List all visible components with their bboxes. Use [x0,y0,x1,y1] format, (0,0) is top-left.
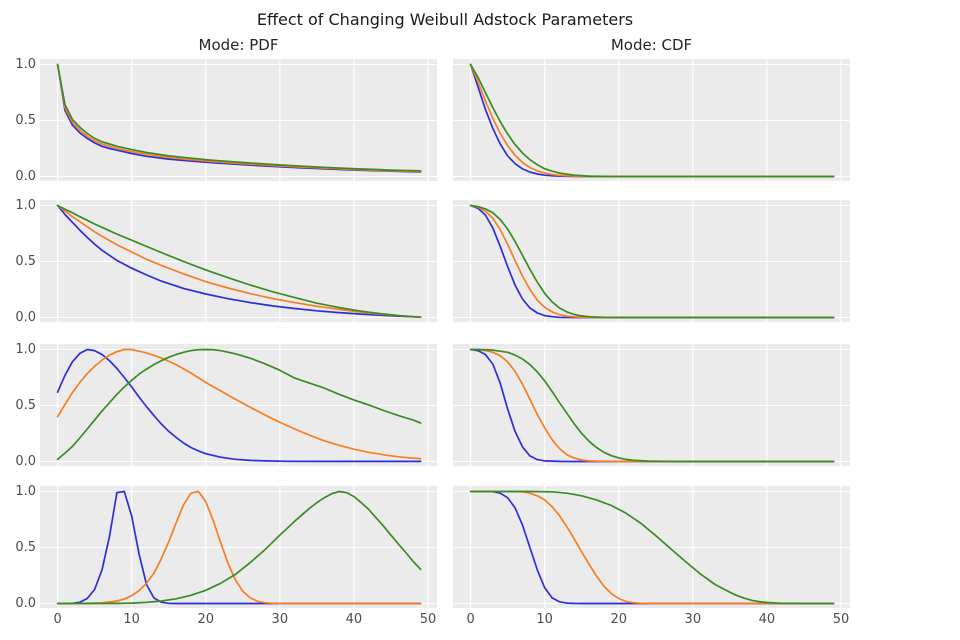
x-tick-label: 50 [832,612,850,627]
subplot-row2-pdf [40,200,437,322]
curve-blue [56,490,422,605]
curve-blue [469,490,835,605]
curve-green [469,63,835,178]
x-tick-label: 50 [419,612,437,627]
x-tick-label: 30 [271,612,289,627]
y-tick-label: 0.5 [15,539,36,555]
line-chart [453,200,850,322]
y-tick-label: 0.5 [15,397,36,413]
x-tick-label: 10 [536,612,553,627]
line-chart [40,344,437,466]
y-tick-label: 0.0 [15,453,36,469]
curve-green [56,204,422,319]
x-tick-label: 40 [758,612,776,627]
curve-orange [56,63,422,173]
curve-blue [469,204,835,319]
line-chart [453,344,850,466]
curve-green [469,204,835,319]
line-chart [40,200,437,322]
curve-blue [56,63,422,173]
curve-green [56,63,422,172]
x-tick-label: 30 [684,612,702,627]
figure-title: Effect of Changing Weibull Adstock Param… [256,10,634,29]
x-tick-label: 40 [345,612,363,627]
curve-blue [56,204,422,319]
curve-orange [469,204,835,319]
subplot-row3-pdf [40,344,437,466]
subplot-row4-pdf [40,486,437,608]
y-tick-label: 1.0 [15,56,36,72]
subplot-title-pdf: Mode: PDF [198,36,279,54]
x-tick-label: 0 [466,612,475,627]
curve-green [56,348,422,461]
y-tick-label: 1.0 [15,483,36,499]
x-tick-label: 0 [53,612,62,627]
curve-green [469,348,835,463]
subplot-row1-pdf [40,59,437,181]
y-tick-label: 1.0 [15,341,36,357]
subplot-title-cdf: Mode: CDF [610,36,693,54]
y-tick-label: 0.0 [15,168,36,184]
curve-orange [469,348,835,463]
y-tick-label: 0.0 [15,595,36,611]
line-chart [453,59,850,181]
curve-blue [56,348,422,463]
subplot-row2-cdf [453,200,850,322]
line-chart [40,486,437,608]
curve-green [469,490,835,605]
subplot-row4-cdf [453,486,850,608]
curve-green [56,490,422,605]
y-tick-label: 0.5 [15,112,36,128]
y-tick-label: 0.5 [15,253,36,269]
x-tick-label: 20 [610,612,628,627]
y-tick-label: 0.0 [15,309,36,325]
curve-orange [56,490,422,605]
y-tick-label: 1.0 [15,197,36,213]
subplot-row1-cdf [453,59,850,181]
x-tick-label: 10 [123,612,140,627]
subplot-row3-cdf [453,344,850,466]
line-chart [453,486,850,608]
line-chart [40,59,437,181]
curve-blue [469,348,835,463]
x-tick-label: 20 [197,612,215,627]
curve-orange [56,348,422,460]
curve-orange [469,490,835,605]
